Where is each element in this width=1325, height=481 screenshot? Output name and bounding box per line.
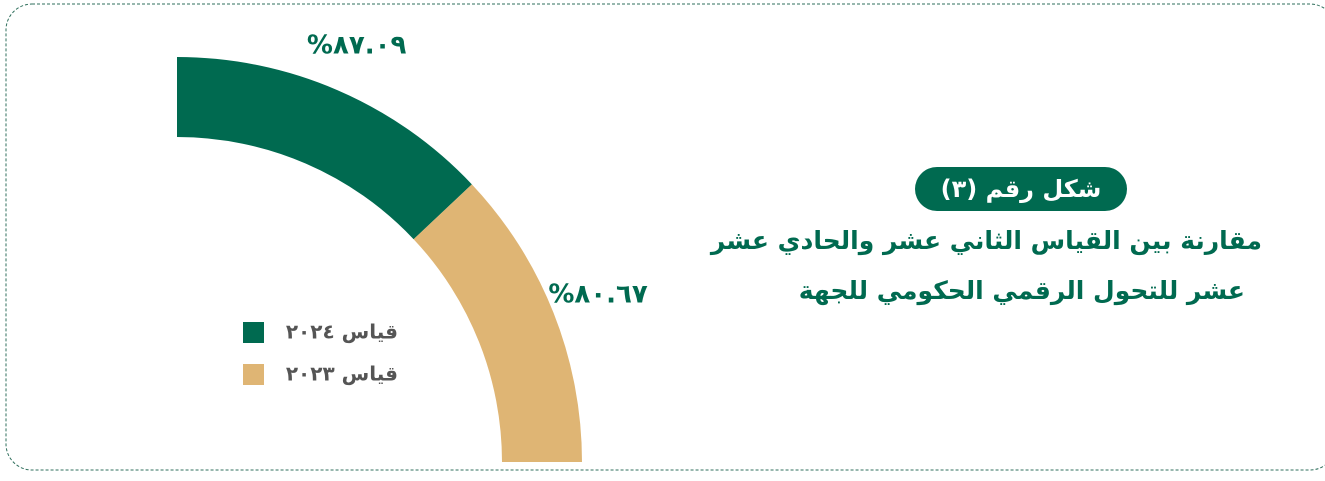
legend-label: قياس ٢٠٢٣	[286, 362, 398, 386]
segment	[413, 184, 582, 462]
value-label: %٨٧.٠٩	[307, 31, 407, 61]
title-line: مقارنة بين القياس الثاني عشر والحادي عشر	[709, 226, 1262, 256]
segment	[177, 57, 472, 240]
legend-swatch	[243, 364, 264, 385]
frame	[5, 3, 1325, 471]
title-line: عشر للتحول الرقمي الحكومي للجهة	[799, 276, 1245, 306]
legend-label: قياس ٢٠٢٤	[286, 320, 398, 344]
value-label: %٨٠.٦٧	[548, 279, 648, 309]
badge: شكل رقم (٣)	[941, 175, 1102, 203]
badge-bg	[915, 167, 1127, 211]
legend-swatch	[243, 322, 264, 343]
